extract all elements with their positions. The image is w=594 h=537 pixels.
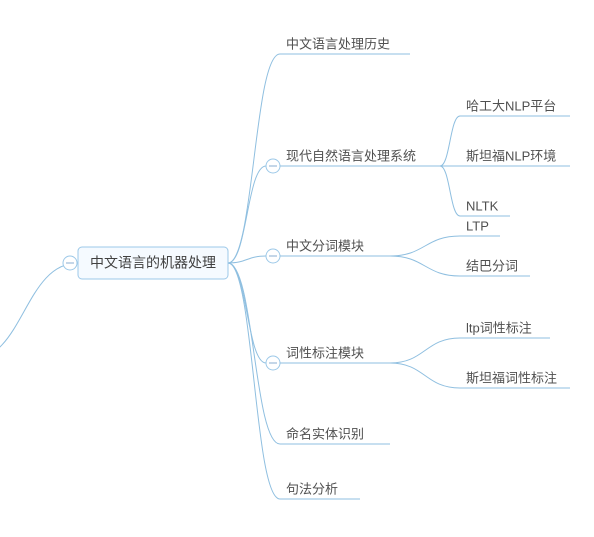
edge-l1-nlp (228, 166, 266, 263)
edge-l1-syn (228, 263, 280, 499)
node-pos-1[interactable]: 斯坦福词性标注 (466, 370, 557, 385)
node-nlp-0[interactable]: 哈工大NLP平台 (466, 98, 556, 113)
node-nlp[interactable]: 现代自然语言处理系统 (286, 148, 416, 163)
node-syn[interactable]: 句法分析 (286, 481, 338, 496)
node-hist[interactable]: 中文语言处理历史 (286, 36, 390, 51)
node-seg[interactable]: 中文分词模块 (286, 238, 364, 253)
node-nlp-1[interactable]: 斯坦福NLP环境 (466, 148, 556, 163)
edge-l1-hist (228, 54, 280, 263)
edge-l1-ner (228, 263, 280, 444)
edge-incoming (0, 263, 78, 360)
edge-l2-nlp-0 (440, 116, 460, 166)
edge-l1-pos (228, 263, 266, 363)
node-ner[interactable]: 命名实体识别 (286, 426, 364, 441)
node-seg-0[interactable]: LTP (466, 218, 489, 233)
node-seg-1[interactable]: 结巴分词 (466, 258, 518, 273)
node-nlp-2[interactable]: NLTK (466, 198, 499, 213)
node-pos-0[interactable]: ltp词性标注 (466, 320, 532, 335)
edge-l2-seg-1 (390, 256, 460, 276)
node-pos[interactable]: 词性标注模块 (286, 345, 364, 360)
edge-l2-pos-1 (390, 363, 460, 388)
root-label: 中文语言的机器处理 (90, 255, 216, 271)
edge-l2-nlp-2 (440, 166, 460, 216)
edge-l2-seg-0 (390, 236, 460, 256)
edge-l2-pos-0 (390, 338, 460, 363)
